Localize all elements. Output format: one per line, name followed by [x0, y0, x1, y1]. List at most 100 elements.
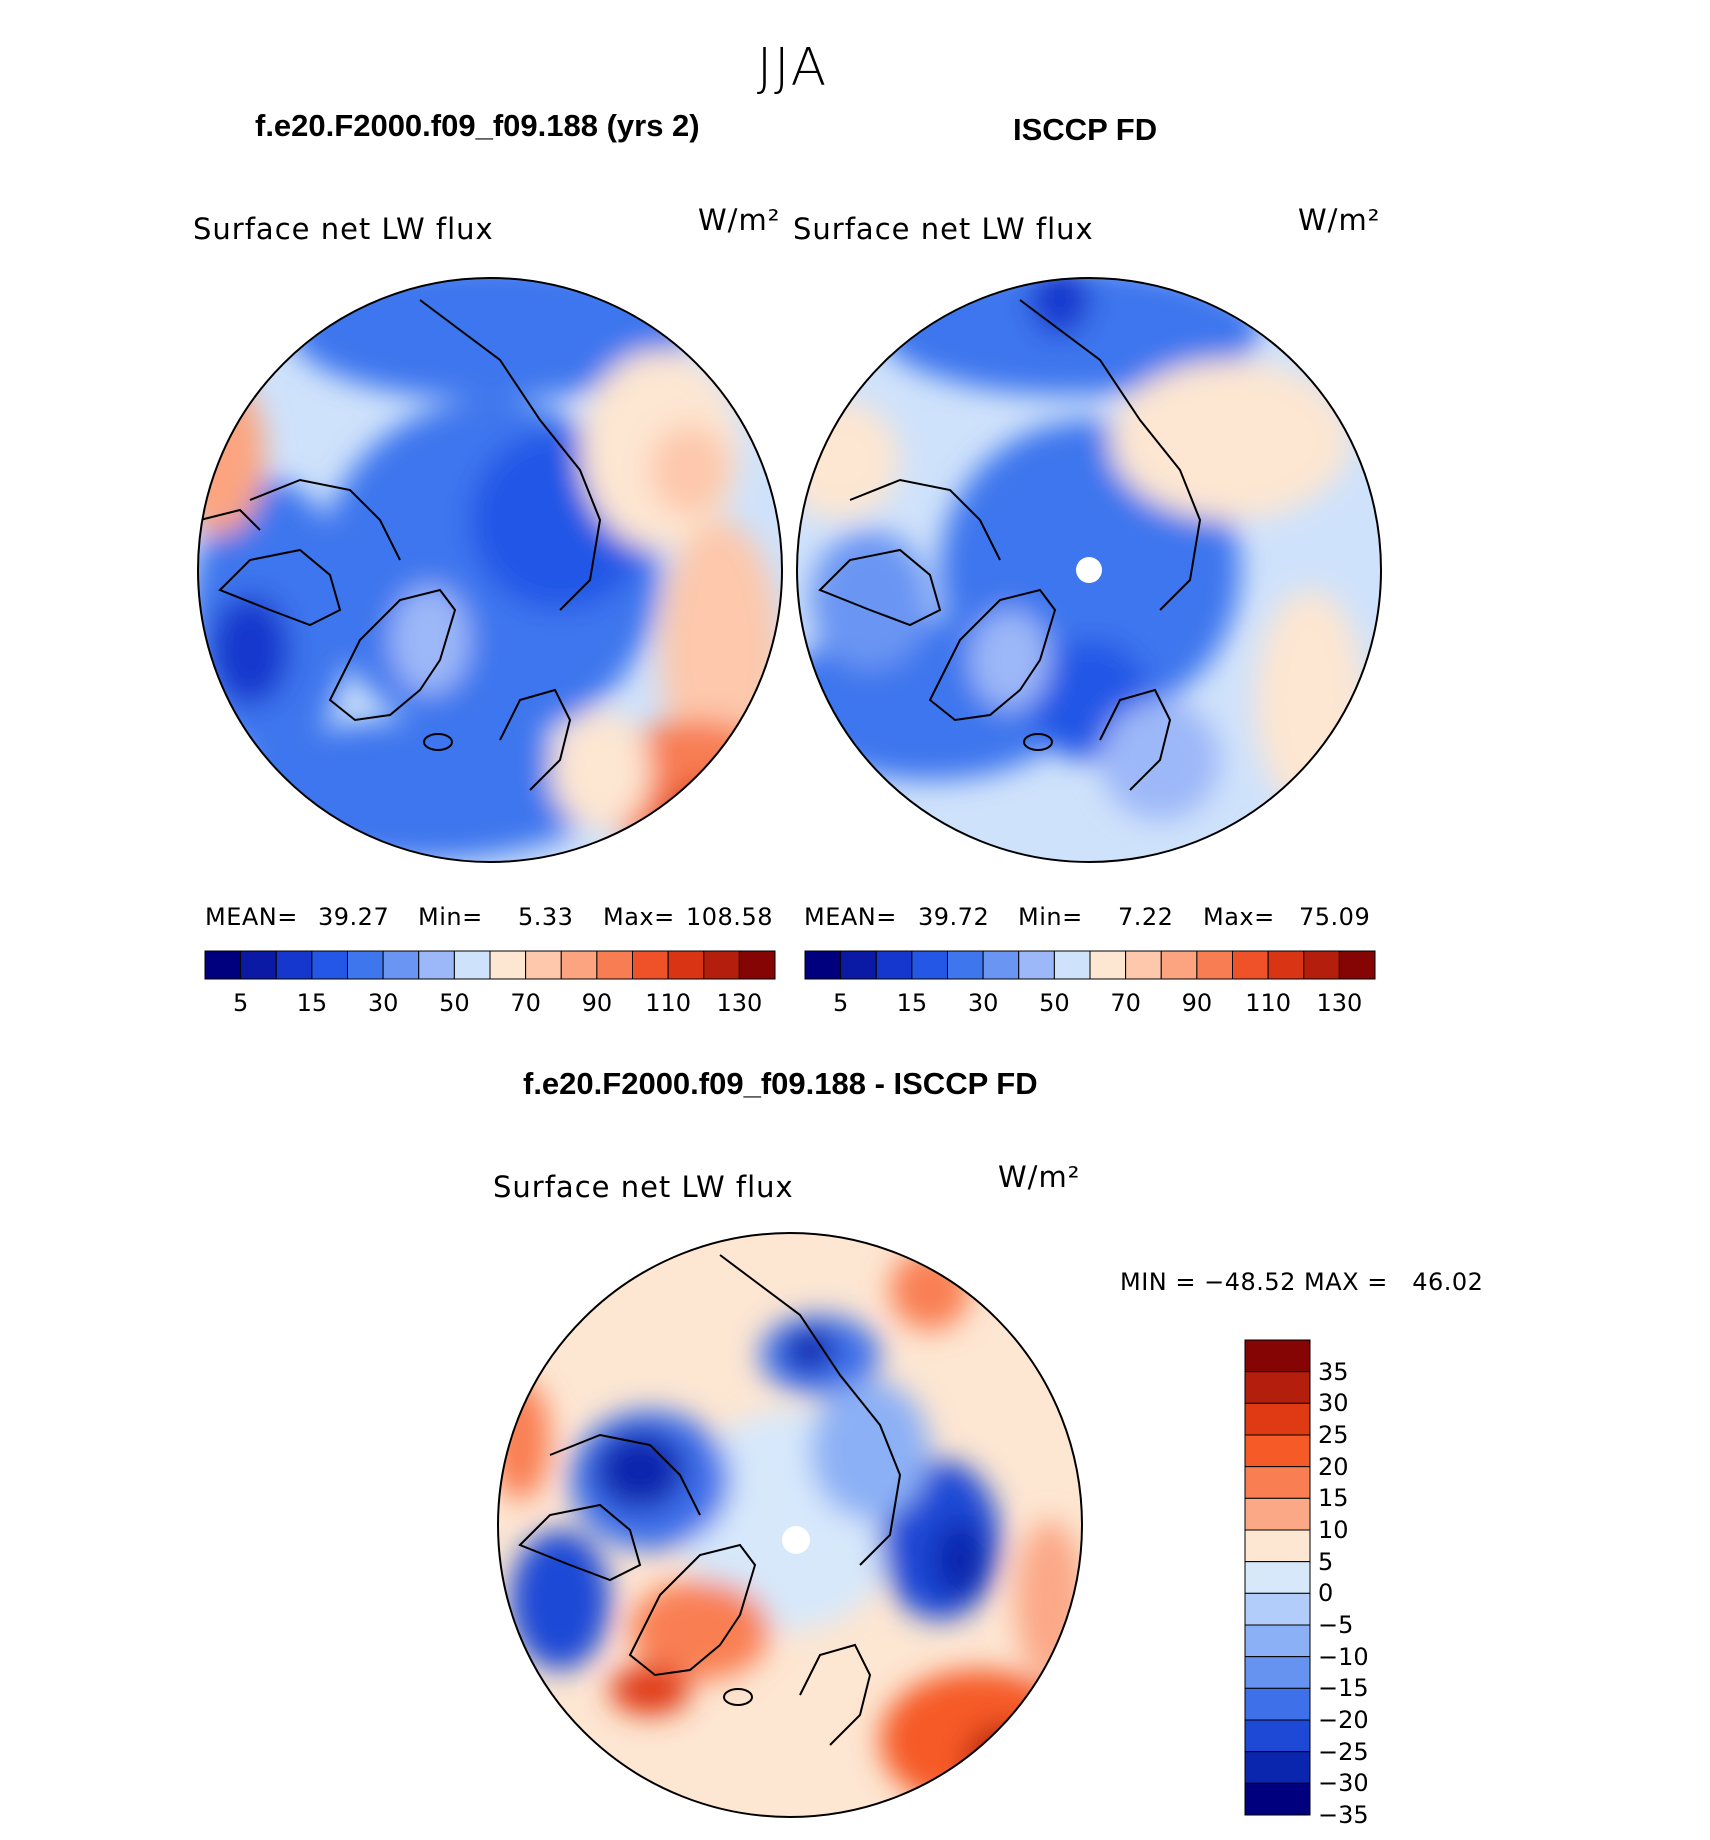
diff-colorbar-box-7	[1244, 1561, 1311, 1594]
diff-colorbar-box-0	[1244, 1339, 1311, 1373]
obs-mean-label: MEAN=	[804, 903, 897, 931]
obs-polar-map	[796, 277, 1382, 863]
model-colorbar-box-1	[240, 950, 277, 980]
model-units-label: W/m²	[698, 203, 781, 237]
obs-colorbar-box-0	[804, 950, 842, 980]
diff-colorbar-tick-label: 25	[1318, 1421, 1349, 1449]
obs-colorbar-box-3	[911, 950, 948, 980]
model-colorbar-box-4	[347, 950, 384, 980]
diff-colorbar-box-3	[1244, 1434, 1311, 1468]
diff-colorbar-box-12	[1244, 1719, 1311, 1753]
model-colorbar-tick-label: 5	[232, 989, 249, 1017]
model-min-value: 5.33	[518, 903, 574, 931]
obs-colorbar-box-8	[1089, 950, 1127, 980]
obs-colorbar-box-6	[1018, 950, 1055, 980]
model-colorbar-box-3	[311, 950, 348, 980]
model-colorbar-box-7	[453, 950, 491, 980]
diff-colorbar-tick-label: 15	[1318, 1484, 1349, 1513]
diff-colorbar-box-11	[1244, 1687, 1311, 1721]
obs-units-label: W/m²	[1298, 203, 1381, 237]
model-colorbar-box-15	[738, 950, 776, 980]
model-colorbar-box-11	[596, 950, 633, 980]
obs-colorbar-box-12	[1232, 950, 1269, 980]
obs-max-value: 75.09	[1299, 903, 1371, 931]
obs-colorbar-box-15	[1338, 950, 1376, 980]
obs-colorbar-box-7	[1053, 950, 1091, 980]
diff-colorbar-box-14	[1244, 1782, 1311, 1816]
diff-minmax-stats: MIN = −48.52 MAX = 46.02	[1120, 1268, 1484, 1296]
obs-colorbar-box-14	[1303, 950, 1340, 980]
diff-colorbar-tick-label: −5	[1318, 1611, 1354, 1639]
model-colorbar-box-0	[204, 950, 242, 980]
season-title: JJA	[756, 38, 829, 98]
obs-colorbar-tick-label: 70	[1110, 989, 1141, 1017]
obs-colorbar-box-5	[982, 950, 1020, 980]
diff-colorbar-tick-label: −25	[1318, 1737, 1369, 1766]
model-mean-label: MEAN=	[205, 903, 298, 931]
diff-colorbar-tick-label: 20	[1318, 1452, 1349, 1481]
diff-colorbar-box-4	[1244, 1466, 1311, 1499]
model-panel-title: f.e20.F2000.f09_f09.188 (yrs 2)	[255, 108, 700, 143]
obs-colorbar-box-9	[1125, 950, 1162, 980]
obs-max-label: Max=	[1203, 903, 1275, 931]
diff-units-label: W/m²	[998, 1160, 1081, 1194]
model-variable-label: Surface net LW flux	[193, 212, 494, 246]
model-colorbar-tick-label: 30	[367, 989, 399, 1017]
obs-colorbar-tick-label: 130	[1316, 989, 1363, 1017]
diff-colorbar-box-9	[1244, 1624, 1311, 1658]
model-colorbar-box-13	[667, 950, 705, 980]
obs-panel-title: ISCCP FD	[1013, 112, 1158, 147]
diff-colorbar	[1244, 1339, 1311, 1816]
diff-colorbar-box-8	[1244, 1592, 1311, 1626]
diff-colorbar-box-1	[1244, 1371, 1311, 1404]
diff-colorbar-tick-label: 0	[1318, 1579, 1334, 1608]
obs-min-value: 7.22	[1118, 903, 1174, 931]
obs-colorbar-tick-label: 50	[1039, 989, 1070, 1017]
model-colorbar-box-14	[703, 950, 740, 980]
diff-colorbar-box-5	[1244, 1497, 1311, 1531]
diff-colorbar-box-10	[1244, 1656, 1311, 1689]
model-colorbar-box-5	[382, 950, 420, 980]
diff-colorbar-box-2	[1244, 1402, 1311, 1436]
obs-colorbar-box-11	[1196, 950, 1233, 980]
obs-colorbar-box-1	[840, 950, 877, 980]
model-colorbar-box-8	[489, 950, 527, 980]
model-colorbar	[204, 950, 776, 980]
diff-colorbar-tick-label: −30	[1318, 1769, 1369, 1798]
obs-colorbar-box-4	[947, 950, 984, 980]
model-colorbar-tick-label: 15	[296, 989, 328, 1017]
diff-colorbar-box-6	[1244, 1529, 1311, 1563]
diff-colorbar-tick-label: 35	[1318, 1357, 1349, 1386]
model-colorbar-tick-label: 70	[510, 989, 541, 1017]
model-colorbar-tick-label: 90	[581, 989, 613, 1017]
obs-colorbar	[804, 950, 1376, 980]
diff-colorbar-tick-label: 10	[1318, 1516, 1349, 1544]
obs-colorbar-box-13	[1267, 950, 1305, 980]
obs-colorbar-tick-label: 5	[832, 989, 849, 1017]
model-colorbar-box-9	[525, 950, 562, 980]
model-colorbar-tick-label: 50	[439, 989, 470, 1017]
model-mean-value: 39.27	[318, 903, 390, 931]
diff-colorbar-tick-label: 5	[1318, 1547, 1334, 1576]
diff-colorbar-tick-label: −10	[1318, 1642, 1369, 1671]
obs-colorbar-box-10	[1160, 950, 1198, 980]
obs-colorbar-tick-label: 15	[896, 989, 928, 1017]
model-colorbar-tick-label: 110	[645, 989, 692, 1017]
obs-colorbar-box-2	[875, 950, 913, 980]
obs-colorbar-tick-label: 110	[1245, 989, 1292, 1017]
model-polar-map	[197, 277, 783, 863]
model-colorbar-tick-label: 130	[716, 989, 763, 1017]
model-colorbar-box-2	[275, 950, 313, 980]
diff-polar-map	[497, 1232, 1083, 1818]
obs-variable-label: Surface net LW flux	[793, 212, 1094, 246]
obs-colorbar-tick-label: 30	[967, 989, 999, 1017]
model-min-label: Min=	[418, 903, 483, 931]
diff-colorbar-tick-label: 30	[1318, 1389, 1349, 1418]
obs-mean-value: 39.72	[918, 903, 990, 931]
diff-colorbar-tick-label: −15	[1318, 1674, 1369, 1703]
model-colorbar-box-6	[418, 950, 455, 980]
obs-min-label: Min=	[1018, 903, 1083, 931]
diff-colorbar-box-13	[1244, 1751, 1311, 1784]
model-max-value: 108.58	[686, 903, 773, 931]
